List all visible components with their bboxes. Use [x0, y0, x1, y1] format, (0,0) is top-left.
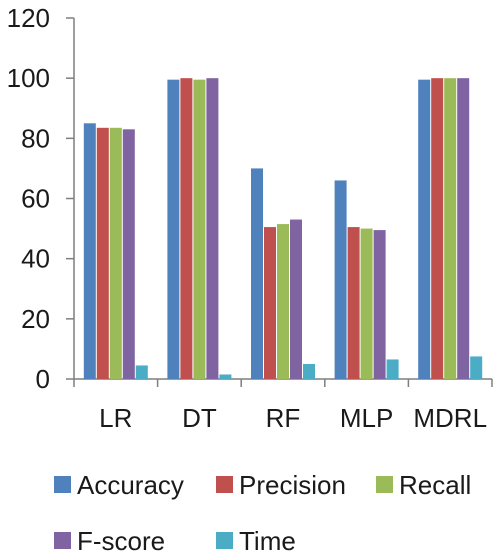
legend-swatch: [216, 476, 233, 493]
x-tick-label: MLP: [340, 403, 393, 433]
legend-swatch: [216, 532, 233, 549]
bar-recall: [193, 79, 206, 379]
x-tick-label: RF: [266, 403, 301, 433]
y-tick-label: 80: [21, 123, 50, 153]
legend-label: F-score: [77, 526, 165, 556]
y-tick-label: 60: [21, 184, 50, 214]
legend-label: Time: [239, 526, 296, 556]
legend-swatch: [376, 476, 393, 493]
bar-time: [303, 363, 315, 379]
bar-precision: [180, 78, 193, 380]
y-tick-label: 40: [21, 244, 50, 274]
bar-f-score: [457, 78, 470, 380]
bar-f-score: [122, 129, 135, 379]
y-ticks: 0 20 40 60 80 100 120: [7, 3, 74, 394]
legend-swatch: [54, 476, 71, 493]
bar-time: [386, 359, 399, 379]
bar-time: [135, 365, 148, 379]
bars: [83, 78, 483, 380]
bar-accuracy: [251, 168, 263, 379]
y-tick-label: 100: [7, 63, 50, 93]
bar-recall: [277, 224, 289, 379]
x-tick-label: DT: [182, 403, 217, 433]
y-tick-label: 20: [21, 304, 50, 334]
bar-precision: [264, 227, 276, 379]
y-tick-label: 120: [7, 3, 50, 33]
legend-label: Accuracy: [77, 470, 184, 500]
bar-recall: [109, 127, 122, 379]
bar-precision: [347, 227, 360, 379]
bar-accuracy: [418, 79, 431, 379]
legend-label: Precision: [239, 470, 346, 500]
bar-accuracy: [83, 123, 96, 380]
bar-accuracy: [334, 180, 347, 379]
bar-f-score: [206, 78, 219, 380]
bar-recall: [360, 228, 373, 379]
legend-swatch: [54, 532, 71, 549]
bar-f-score: [290, 219, 302, 379]
x-tick-label: LR: [99, 403, 132, 433]
bar-recall: [444, 78, 457, 380]
bar-precision: [96, 127, 109, 379]
bar-f-score: [373, 230, 386, 379]
bar-accuracy: [167, 79, 180, 379]
bar-time: [470, 356, 483, 379]
legend-label: Recall: [399, 470, 471, 500]
bar-precision: [431, 78, 444, 380]
legend: Accuracy Precision Recall F-score Time: [54, 470, 471, 556]
y-tick-label: 0: [36, 364, 50, 394]
x-tick-label: MDRL: [413, 403, 487, 433]
x-ticks: LR DT RF MLP MDRL: [73, 379, 493, 433]
bar-time: [219, 374, 232, 379]
